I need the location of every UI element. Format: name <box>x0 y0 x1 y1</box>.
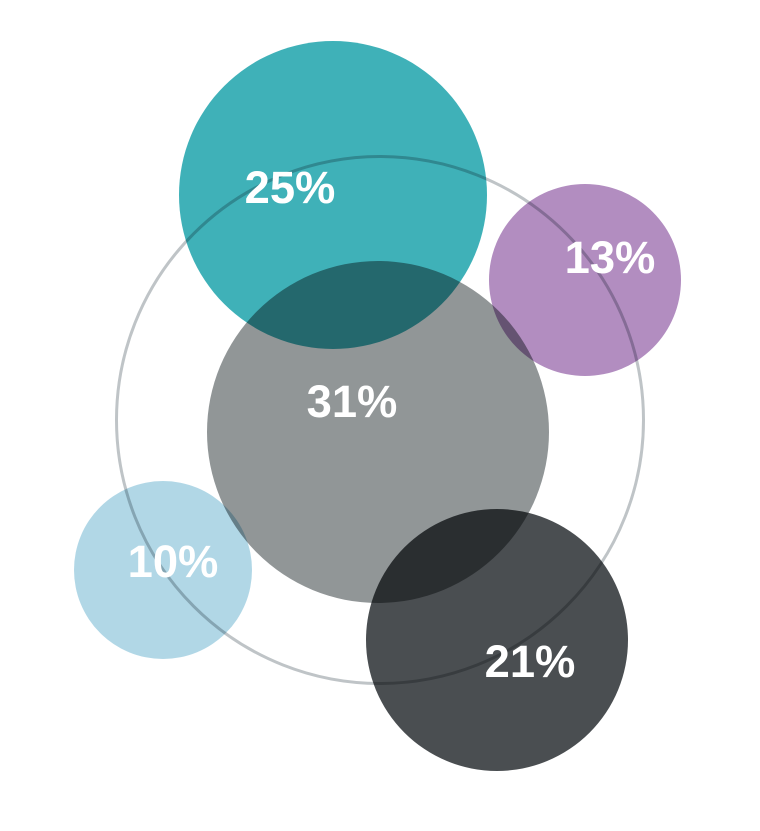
bubble-label-center: 31% <box>307 376 398 428</box>
bubble-label-dark: 21% <box>485 636 576 688</box>
bubble-label-lightblue: 10% <box>128 536 219 588</box>
bubble-label-teal: 25% <box>245 162 336 214</box>
bubble-chart: 25% 13% 10% 31% 21% <box>0 0 760 831</box>
bubble-label-purple: 13% <box>565 232 656 284</box>
